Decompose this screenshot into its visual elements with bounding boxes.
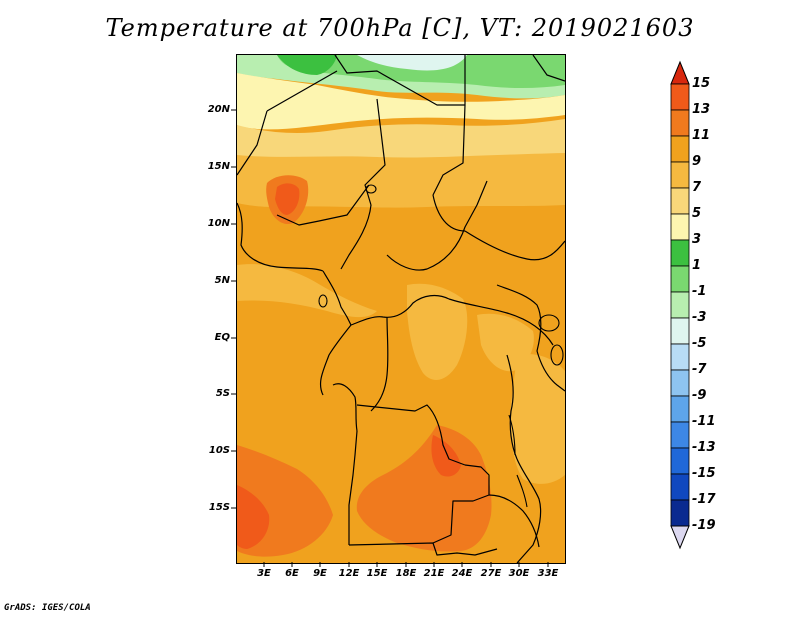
lon-label: 33E <box>537 568 559 579</box>
colorbar-swatch <box>670 369 690 397</box>
colorbar-level-label: -9 <box>692 388 707 403</box>
colorbar-swatch <box>670 135 690 163</box>
colorbar-level-label: -3 <box>692 310 707 325</box>
lat-label: 15N <box>207 161 230 172</box>
colorbar-top-arrow <box>670 60 690 85</box>
colorbar-level-label: -11 <box>692 414 716 429</box>
lon-label: 9E <box>313 568 327 579</box>
lon-label: 30E <box>508 568 530 579</box>
colorbar-level-label: 3 <box>692 232 702 247</box>
map-field <box>237 55 565 563</box>
colorbar-level-label: 13 <box>692 102 711 117</box>
lon-label: 3E <box>257 568 271 579</box>
colorbar-level-label: 5 <box>692 206 702 221</box>
colorbar-level-label: -13 <box>692 440 716 455</box>
colorbar-level-label: 7 <box>692 180 702 195</box>
colorbar-swatch <box>670 109 690 137</box>
temperature-map <box>236 54 566 564</box>
colorbar-swatch <box>670 317 690 345</box>
lat-label: 5N <box>214 275 230 286</box>
credit-text: GrADS: IGES/COLA <box>4 603 91 613</box>
colorbar-level-label: -7 <box>692 362 707 377</box>
colorbar <box>670 60 690 550</box>
lat-label: 10N <box>207 218 230 229</box>
lon-label: 12E <box>338 568 360 579</box>
lon-label: 18E <box>395 568 417 579</box>
lon-label: 27E <box>480 568 502 579</box>
lon-label: 15E <box>366 568 388 579</box>
colorbar-level-label: -1 <box>692 284 707 299</box>
colorbar-swatch <box>670 265 690 293</box>
colorbar-level-label: -17 <box>692 492 716 507</box>
lat-label: 15S <box>208 502 230 513</box>
lon-label: 6E <box>285 568 299 579</box>
lat-label: 20N <box>207 104 230 115</box>
colorbar-swatch <box>670 161 690 189</box>
colorbar-level-label: 15 <box>692 76 711 91</box>
colorbar-swatch <box>670 499 690 527</box>
colorbar-swatch <box>670 343 690 371</box>
colorbar-swatch <box>670 291 690 319</box>
colorbar-swatch <box>670 447 690 475</box>
colorbar-swatch <box>670 213 690 241</box>
lat-label: 10S <box>208 445 230 456</box>
colorbar-level-label: -5 <box>692 336 707 351</box>
colorbar-bottom-arrow <box>670 525 690 550</box>
colorbar-swatch <box>670 187 690 215</box>
lon-label: 24E <box>451 568 473 579</box>
colorbar-level-label: -19 <box>692 518 716 533</box>
lat-label: EQ <box>214 332 230 343</box>
lon-label: 21E <box>423 568 445 579</box>
colorbar-swatch <box>670 239 690 267</box>
colorbar-level-label: -15 <box>692 466 716 481</box>
colorbar-swatch <box>670 473 690 501</box>
colorbar-swatch <box>670 421 690 449</box>
colorbar-level-label: 1 <box>692 258 702 273</box>
colorbar-level-label: 9 <box>692 154 702 169</box>
map-title: Temperature at 700hPa [C], VT: 201902160… <box>105 14 695 42</box>
lat-label: 5S <box>215 388 230 399</box>
colorbar-swatch <box>670 395 690 423</box>
colorbar-swatch <box>670 83 690 111</box>
colorbar-level-label: 11 <box>692 128 711 143</box>
